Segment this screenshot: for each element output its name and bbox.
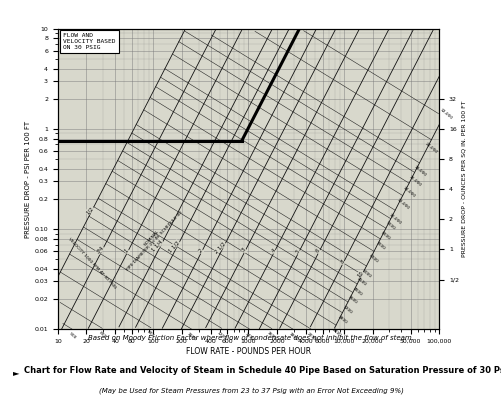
- Text: 3200: 3200: [342, 304, 353, 315]
- Text: 32,000: 32,000: [438, 107, 452, 120]
- Text: NOMINAL
PIPE DIAMETER 2½ IN. SCHEDULE 40: NOMINAL PIPE DIAMETER 2½ IN. SCHEDULE 40: [122, 207, 183, 271]
- Text: Based on Moody Friction Factor where flow of condensate does not inhibit the flo: Based on Moody Friction Factor where flo…: [88, 335, 413, 341]
- Text: 4500: 4500: [356, 277, 367, 287]
- Text: 5000: 5000: [360, 268, 371, 279]
- Text: FLOW AND
VELOCITY BASED
ON 30 PSIG: FLOW AND VELOCITY BASED ON 30 PSIG: [63, 33, 116, 50]
- Text: 500: 500: [68, 331, 76, 340]
- Text: 2800: 2800: [336, 315, 347, 325]
- Text: 1600: 1600: [266, 331, 277, 341]
- Text: 3/4: 3/4: [95, 245, 104, 255]
- Text: 2400: 2400: [330, 327, 341, 337]
- Y-axis label: PRESSURE DROP - OUNCES PER SQ IN. PER 100 FT: PRESSURE DROP - OUNCES PER SQ IN. PER 10…: [461, 101, 466, 257]
- Text: 8: 8: [339, 259, 345, 265]
- Text: Chart for Flow Rate and Velocity of Steam in Schedule 40 Pipe Based on Saturatio: Chart for Flow Rate and Velocity of Stea…: [24, 366, 501, 375]
- Text: 1 1/2: 1 1/2: [167, 240, 180, 253]
- Text: 4: 4: [270, 248, 276, 254]
- Text: 8000: 8000: [380, 230, 391, 240]
- Text: 1400: 1400: [243, 331, 255, 342]
- Text: 16,000: 16,000: [407, 175, 421, 187]
- Text: VELOCITY 1000 FPM AT 30 PSIG: VELOCITY 1000 FPM AT 30 PSIG: [67, 237, 117, 290]
- Text: 18,000: 18,000: [412, 165, 426, 178]
- Text: 800: 800: [146, 330, 155, 338]
- Text: 10: 10: [355, 270, 364, 278]
- Text: 1/2: 1/2: [85, 205, 94, 215]
- X-axis label: FLOW RATE - POUNDS PER HOUR: FLOW RATE - POUNDS PER HOUR: [185, 347, 311, 356]
- Text: 1 1/4: 1 1/4: [150, 239, 163, 252]
- Text: 6: 6: [315, 248, 320, 254]
- Text: 10,000: 10,000: [387, 212, 401, 225]
- Text: 1200: 1200: [216, 330, 227, 341]
- Text: ►: ►: [13, 368, 19, 377]
- Text: 12,000: 12,000: [395, 198, 409, 211]
- Text: 2000: 2000: [305, 331, 316, 342]
- Text: 1: 1: [123, 248, 129, 254]
- Text: (May be Used for Steam Pressures from 23 to 37 Psig with an Error Not Exceeding : (May be Used for Steam Pressures from 23…: [98, 388, 403, 394]
- Text: 7000: 7000: [374, 241, 385, 251]
- Text: 5: 5: [294, 249, 300, 254]
- Text: 14,000: 14,000: [401, 185, 415, 198]
- Text: 1800: 1800: [287, 331, 298, 342]
- Text: 6000: 6000: [368, 254, 379, 264]
- Text: 3: 3: [240, 247, 246, 253]
- Y-axis label: PRESSURE DROP - PSI PER 100 FT: PRESSURE DROP - PSI PER 100 FT: [26, 120, 32, 238]
- Text: 24,000: 24,000: [423, 142, 438, 155]
- Text: 4000: 4000: [351, 286, 362, 297]
- Text: 2 1/2: 2 1/2: [213, 241, 226, 254]
- Text: 1000: 1000: [185, 331, 196, 342]
- Text: 600: 600: [98, 330, 106, 339]
- Text: 2: 2: [197, 248, 203, 254]
- Text: 3600: 3600: [347, 295, 358, 305]
- Text: 9000: 9000: [385, 221, 395, 231]
